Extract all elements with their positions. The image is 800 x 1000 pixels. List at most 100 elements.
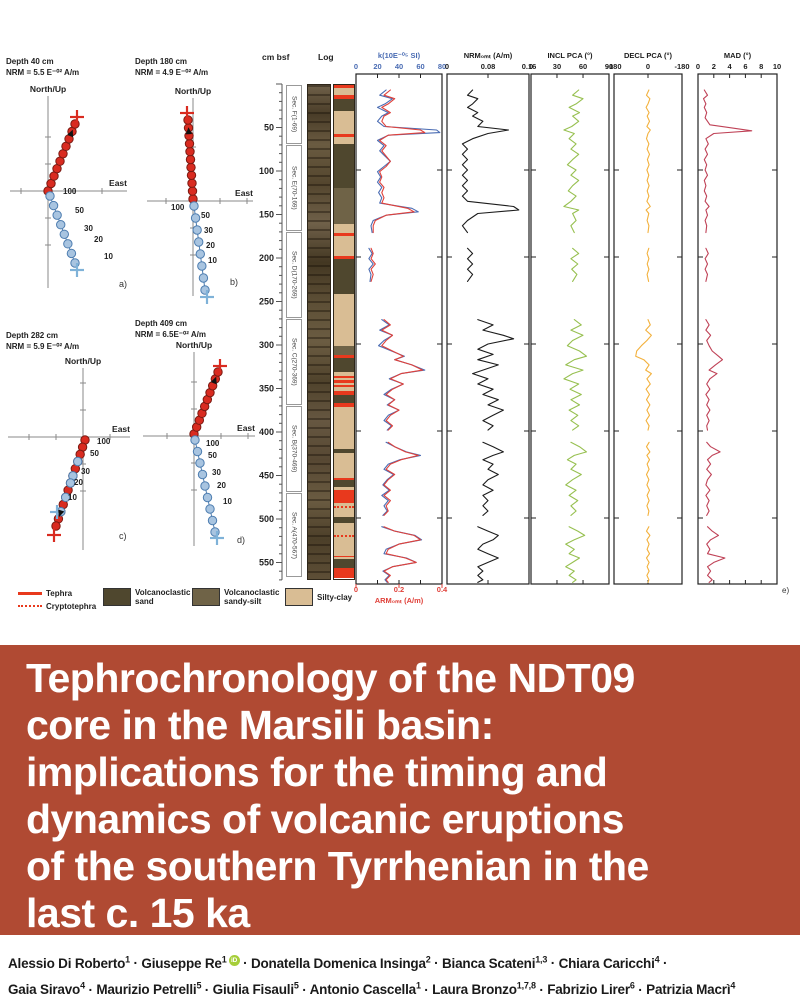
title-line-6: last c. 15 ka <box>26 890 250 936</box>
svg-text:80: 80 <box>438 62 446 71</box>
litho-segment-sandy <box>334 346 354 355</box>
author-name: Donatella Domenica Insinga2 <box>250 954 431 971</box>
svg-text:0: 0 <box>646 62 650 71</box>
author-line-2: Gaia Siravo4 · Maurizio Petrelli5 · Giul… <box>8 980 736 998</box>
litho-segment-crypto <box>334 533 354 538</box>
svg-text:60: 60 <box>579 62 587 71</box>
author-affiliation-sup: 4 <box>730 980 736 991</box>
litho-segment-tephra <box>334 95 354 99</box>
zij-d-depth-label: Depth 409 cm <box>135 319 188 328</box>
zij-a-nrm-label: NRM = 5.5 E⁻⁰² A/m <box>6 68 80 77</box>
core-section-label: Sec. D(170-269) <box>290 251 298 299</box>
core-photo-column <box>307 84 331 580</box>
zij-b-depth-label: Depth 180 cm <box>135 57 188 66</box>
svg-text:-180: -180 <box>606 62 621 71</box>
svg-text:a): a) <box>119 279 127 289</box>
core-section-label: Sec. F(1-69) <box>290 96 298 133</box>
litho-segment-sand <box>334 144 354 188</box>
litho-segment-silty <box>334 453 354 479</box>
litho-segment-silty <box>334 557 354 560</box>
author-affiliation-sup: 1 <box>415 980 421 991</box>
litho-segment-sand <box>334 98 354 112</box>
zijderveld-panel-d: Depth 409 cm NRM = 6.5E⁻⁰² A/m North/Up E… <box>135 318 267 572</box>
svg-text:20: 20 <box>217 481 226 490</box>
author-name: Chiara Caricchi4 <box>558 954 660 971</box>
zij-c-depth-label: Depth 282 cm <box>6 331 59 340</box>
author-name: Patrizia Macrì4 <box>646 980 736 998</box>
volcanoclastic-sandy-silt-swatch <box>192 588 220 606</box>
litho-segment-silty <box>334 386 354 392</box>
paper-title: Tephrochronology of the NDT09 core in th… <box>0 645 800 937</box>
zij-a-depth-label: Depth 40 cm <box>6 57 54 66</box>
litho-segment-tephra <box>334 478 354 480</box>
plot-k(10E⁻⁰⁵ SI): k(10E⁻⁰⁵ SI)0 20 40 60 800 0.2 0.4ARM₀ₘₜ (A/m) <box>354 51 448 605</box>
author-affiliation-sup: 1,3 <box>535 954 548 964</box>
core-section-box: Sec. B(370-469) <box>286 405 302 493</box>
lithology-column <box>333 84 355 580</box>
svg-text:100: 100 <box>206 439 220 448</box>
core-section-label: Sec. B(370-469) <box>290 425 298 473</box>
core-section-box: Sec. C(270-369) <box>286 318 302 406</box>
core-log-block: cm bsf Log 50 100 150 200 250 300 350 400 450 500… <box>256 50 356 598</box>
litho-segment-silty <box>334 224 354 233</box>
author-affiliation-sup: 4 <box>654 954 660 964</box>
svg-text:10: 10 <box>773 62 781 71</box>
svg-text:10: 10 <box>68 493 77 502</box>
zijderveld-plot-d: North/Up East 100 50 30 20 10 d) <box>143 342 255 546</box>
orcid-icon[interactable]: iD <box>228 955 240 966</box>
litho-segment-tephra <box>334 354 354 359</box>
author-name: Gaia Siravo4 <box>8 980 85 998</box>
plot-DECL PCA (°): DECL PCA (°)-180 0 -180 <box>606 51 690 585</box>
svg-text:200: 200 <box>259 253 274 263</box>
litho-segment-tephra <box>334 379 354 383</box>
svg-text:550: 550 <box>259 558 274 568</box>
svg-text:k(10E⁻⁰⁵ SI): k(10E⁻⁰⁵ SI) <box>378 51 421 60</box>
svg-text:4: 4 <box>728 62 733 71</box>
litho-segment-tephra <box>334 555 354 558</box>
svg-text:500: 500 <box>259 514 274 524</box>
author-name: Bianca Scateni1,3 <box>442 954 548 971</box>
title-block: Tephrochronology of the NDT09 core in th… <box>0 645 800 937</box>
title-line-4: dynamics of volcanic eruptions <box>26 796 624 842</box>
title-line-3: implications for the timing and <box>26 749 608 795</box>
author-name: Maurizio Petrelli5 <box>96 980 202 998</box>
svg-text:20: 20 <box>94 235 103 244</box>
litho-segment-silty <box>334 522 354 534</box>
svg-text:90: 90 <box>605 62 613 71</box>
author-name: Giulia Fisauli5 <box>212 980 299 998</box>
litho-segment-sand <box>334 358 354 373</box>
svg-text:50: 50 <box>264 123 274 133</box>
litho-segment-tephra <box>334 232 354 237</box>
plot-INCL PCA (°): INCL PCA (°) 0 30 60 90 <box>529 51 613 585</box>
zijderveld-panel-c: Depth 282 cm NRM = 5.9 E⁻⁰² A/m North/Up… <box>6 330 138 584</box>
svg-text:40: 40 <box>395 62 403 71</box>
author-affiliation-sup: 1 <box>125 954 130 964</box>
svg-text:450: 450 <box>259 471 274 481</box>
zijderveld-panel-b: Depth 180 cm NRM = 4.9 E⁻⁰² A/m North/Up… <box>135 56 267 310</box>
svg-text:100: 100 <box>63 187 77 196</box>
svg-text:150: 150 <box>259 210 274 220</box>
svg-text:MAD (°): MAD (°) <box>724 51 752 60</box>
author-name: Giuseppe Re1 iD <box>141 954 240 971</box>
core-section-label: Sec. E(70-169) <box>290 166 298 210</box>
cryptotephra-line-swatch <box>18 605 42 607</box>
litho-segment-silty <box>334 372 354 376</box>
legend-label-silty-clay: Silty-clay <box>317 592 353 602</box>
litho-segment-tephra <box>334 255 354 259</box>
author-affiliation-sup: 2 <box>425 954 431 964</box>
title-line-2: core in the Marsili basin: <box>26 702 494 748</box>
core-section-box: Sec. E(70-169) <box>286 144 302 232</box>
svg-text:30: 30 <box>81 467 90 476</box>
litho-segment-silty <box>334 293 354 346</box>
core-section-box: Sec. F(1-69) <box>286 84 302 145</box>
litho-segment-tephra <box>334 85 354 89</box>
svg-text:8: 8 <box>759 62 763 71</box>
svg-text:400: 400 <box>259 427 274 437</box>
legend-label-sand: Volcanoclastic sand <box>135 588 191 606</box>
svg-text:0: 0 <box>529 62 533 71</box>
svg-text:2: 2 <box>712 62 716 71</box>
litho-segment-silty <box>334 537 354 556</box>
